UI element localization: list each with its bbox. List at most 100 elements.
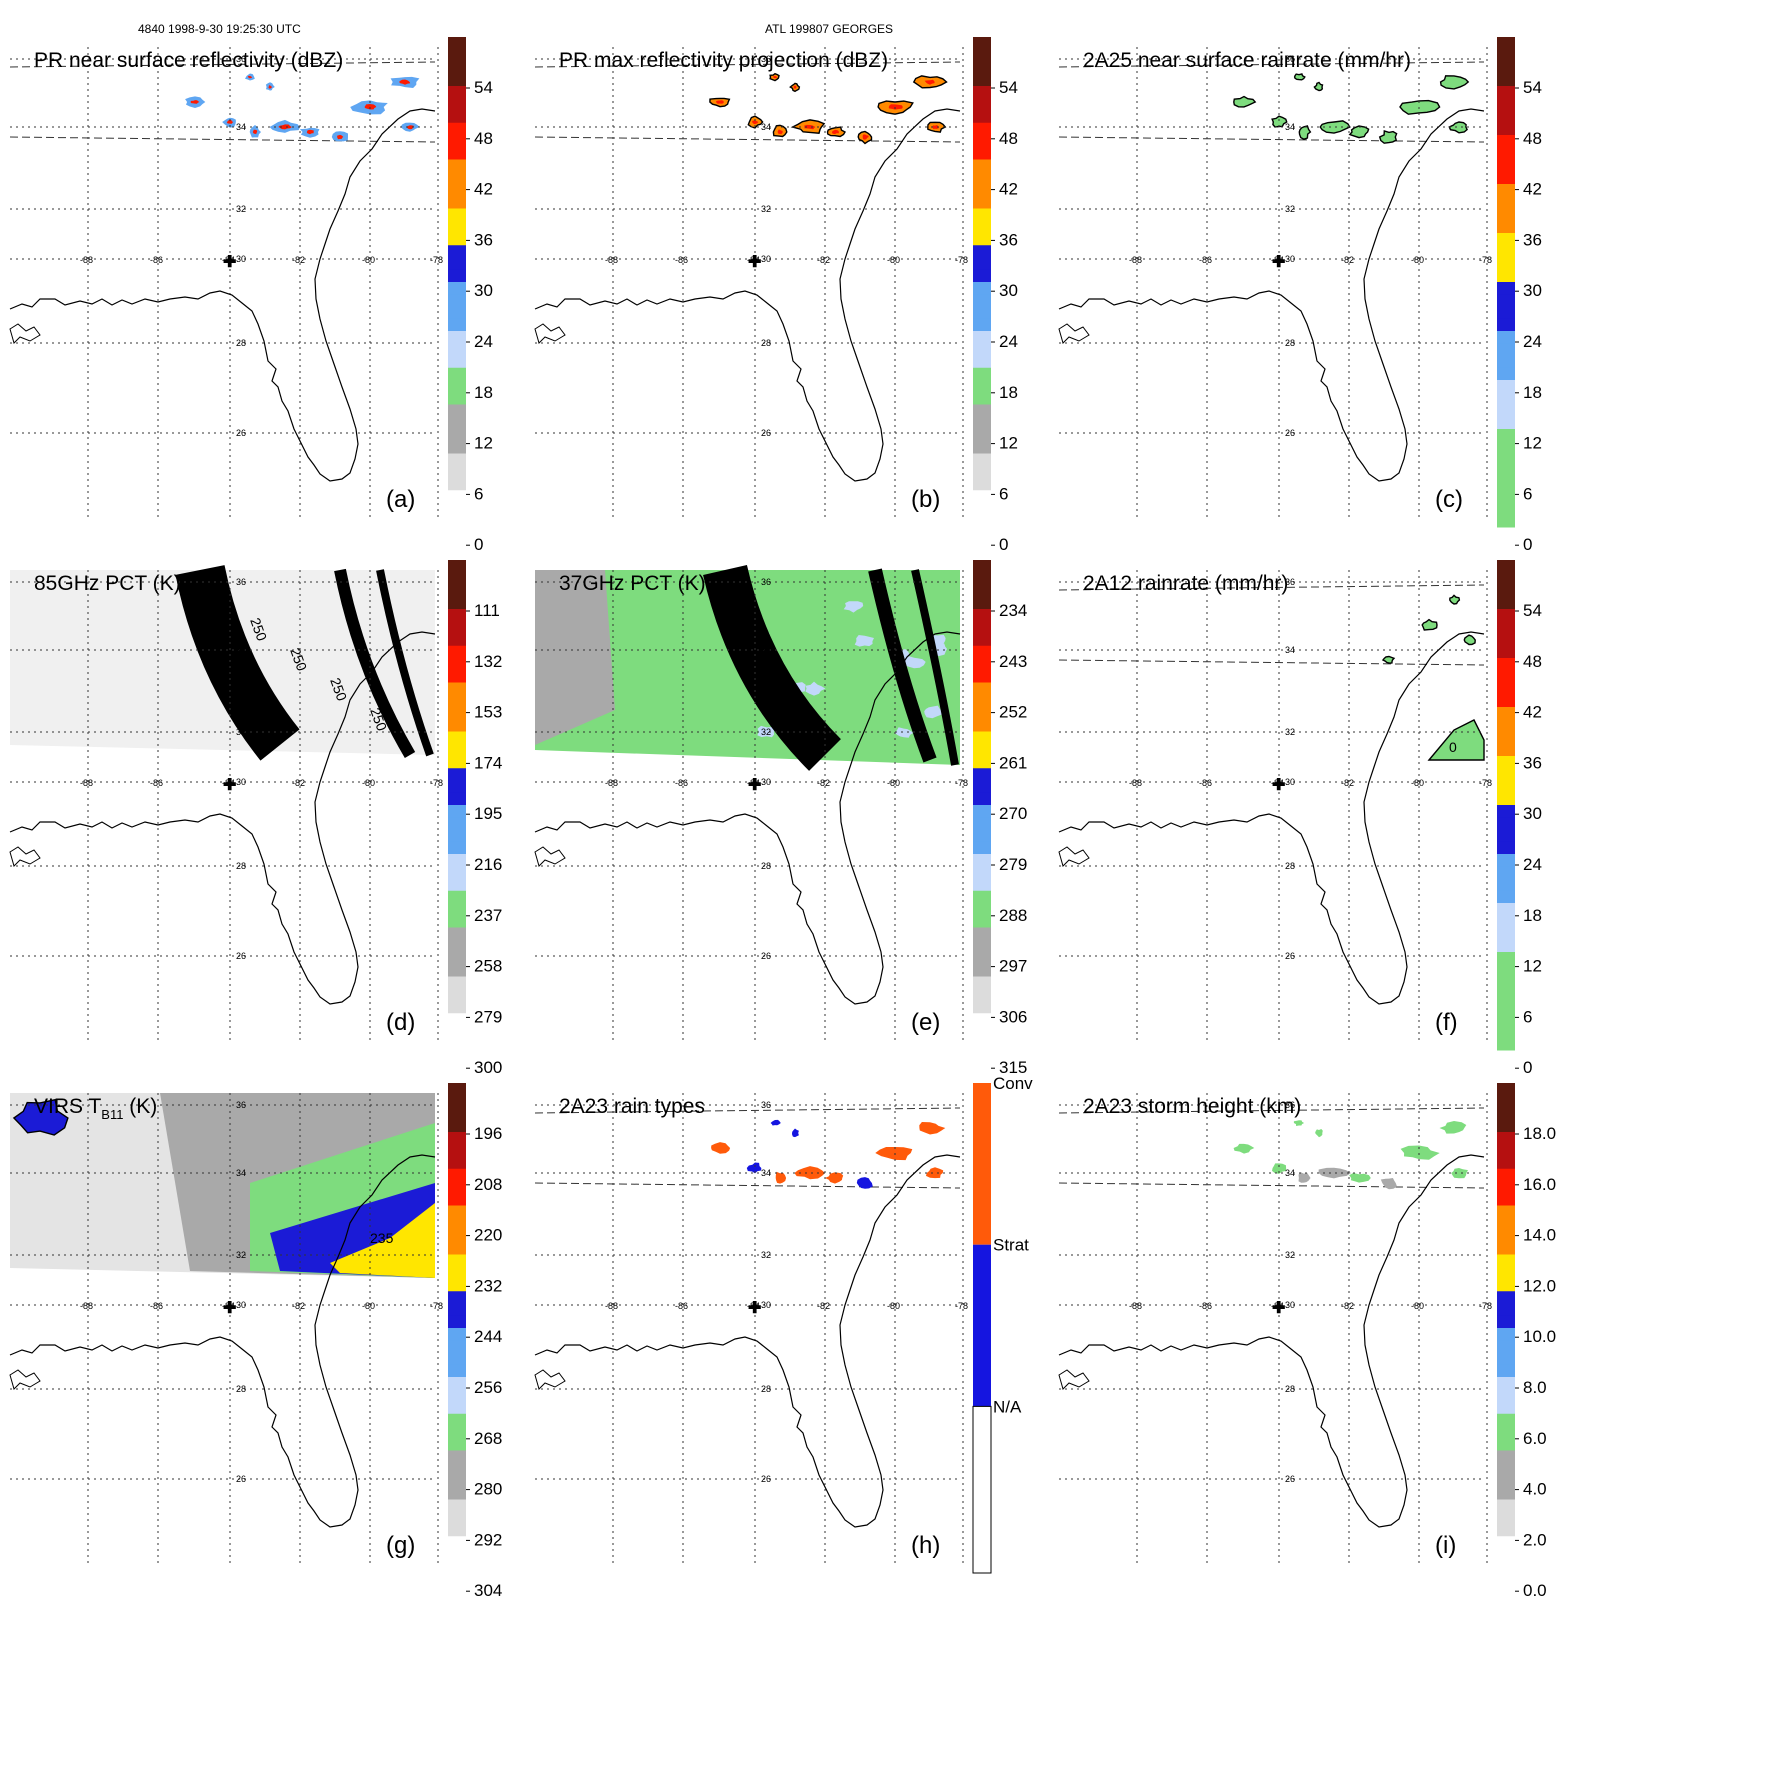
- colorbar-tick: 6: [1523, 1007, 1532, 1026]
- lat-label: 28: [236, 861, 246, 871]
- contour-label: 250: [367, 706, 390, 734]
- colorbar-cell: [973, 694, 991, 708]
- colorbar-cell: [448, 1511, 466, 1525]
- colorbar-cell: [448, 768, 466, 781]
- lon-label: -82: [292, 1301, 305, 1311]
- colorbar-cell: [448, 952, 466, 965]
- city-marker-icon: ✚: [223, 1300, 236, 1317]
- storm-core: [306, 129, 315, 135]
- colorbar-tick: 36: [1523, 230, 1542, 249]
- colorbar-tick: 48: [1523, 652, 1542, 671]
- lat-label: 30: [1285, 254, 1295, 264]
- colorbar-tick: 256: [474, 1378, 502, 1397]
- storm-core: [931, 125, 939, 129]
- coastline: [9, 108, 436, 482]
- colorbar-cell: [973, 233, 991, 246]
- colorbar-cell: [1497, 841, 1515, 855]
- panel-title: PR near surface reflectivity (dBZ): [34, 49, 343, 72]
- colorbar-cell: [1497, 1132, 1515, 1145]
- lon-label: -80: [362, 778, 375, 788]
- colorbar-tick: 174: [474, 753, 502, 772]
- colorbar-cell: [1497, 61, 1515, 75]
- lat-label: 26: [1285, 951, 1295, 961]
- colorbar-cell: [448, 1095, 466, 1108]
- lat-label: 32: [1285, 1250, 1295, 1260]
- swath-arc: [911, 569, 959, 766]
- colorbar-tick: 24: [474, 332, 493, 351]
- colorbar-cell: [448, 184, 466, 197]
- colorbar-cell: [1497, 792, 1515, 806]
- lon-label: -78: [1479, 1301, 1492, 1311]
- storm-core: [777, 129, 783, 135]
- colorbar-tick: Strat: [993, 1236, 1029, 1255]
- colorbar-cell: [1497, 1181, 1515, 1194]
- panel-label: (e): [911, 1009, 940, 1036]
- colorbar-cell: [448, 355, 466, 369]
- colorbar-cell: [448, 1217, 466, 1231]
- swath-edge: [1058, 584, 1485, 591]
- lon-label: -78: [1479, 255, 1492, 265]
- colorbar-cell: [1497, 1315, 1515, 1329]
- storm-cell: [1315, 1129, 1323, 1138]
- colorbar-cell: [1497, 1266, 1515, 1280]
- colorbar-cell: [448, 453, 466, 467]
- colorbar-cell: [973, 1025, 991, 1039]
- lon-label: -84: [1271, 255, 1284, 265]
- colorbar-cell: [1497, 1450, 1515, 1464]
- coastline: [534, 631, 961, 1005]
- colorbar-cell: [448, 135, 466, 148]
- panel-title: 2A23 storm height (km): [1083, 1095, 1301, 1118]
- data-layer: 235: [10, 1093, 435, 1278]
- colorbar-cell: [1497, 98, 1515, 111]
- colorbar-tick: 0: [999, 535, 1008, 554]
- colorbar-tick: 0.0: [1523, 1581, 1547, 1600]
- colorbar-cell: [1497, 37, 1515, 50]
- colorbar-cell: [1497, 584, 1515, 598]
- coastline-detail: [9, 846, 41, 867]
- colorbar-tick: 195: [474, 804, 502, 823]
- colorbar-cell: [1497, 196, 1515, 209]
- lat-label: 36: [1285, 1100, 1295, 1110]
- colorbar-cell: [973, 572, 991, 585]
- panel-title: 85GHz PCT (K): [34, 572, 181, 595]
- colorbar-cell: [973, 429, 991, 442]
- storm-core: [831, 129, 839, 135]
- colorbar-cell: [973, 159, 991, 173]
- lat-label: 36: [236, 1100, 246, 1110]
- colorbar-cell: [448, 1303, 466, 1317]
- storm-cell: [825, 1172, 844, 1184]
- colorbar-cell: [973, 73, 991, 87]
- colorbar-cell: [973, 135, 991, 148]
- colorbar-cell: [973, 171, 991, 185]
- colorbar-cell: [448, 645, 466, 659]
- colorbar-cell: [973, 756, 991, 769]
- storm-core: [793, 85, 797, 89]
- colorbar-cell: [1497, 1487, 1515, 1500]
- colorbar-cell: [1497, 915, 1515, 928]
- colorbar-cell: [448, 1181, 466, 1194]
- colorbar: 54 48 42 36 30 24 18 12 6 0: [448, 37, 493, 554]
- colorbar-cell: [448, 560, 466, 573]
- colorbar-cell: [1497, 1144, 1515, 1157]
- colorbar-cell: [973, 49, 991, 62]
- colorbar-cell: [448, 1083, 466, 1096]
- rain-cell: [1449, 594, 1461, 605]
- colorbar-tick: 261: [999, 753, 1027, 772]
- colorbar-cell: [973, 670, 991, 683]
- colorbar-cell: [973, 743, 991, 757]
- colorbar-cell: [973, 1001, 991, 1014]
- colorbar-cell: [1497, 658, 1515, 671]
- storm-cell: [1380, 1178, 1397, 1190]
- colorbar-tick: 244: [474, 1327, 502, 1346]
- swath-edge: [1058, 136, 1485, 143]
- colorbar-cell: [448, 208, 466, 222]
- colorbar-cell: [1497, 1438, 1515, 1451]
- colorbar-cell: [448, 780, 466, 794]
- colorbar-cell: [1497, 233, 1515, 246]
- colorbar-cell: [973, 768, 991, 781]
- colorbar-cell: [1497, 1536, 1515, 1549]
- swath-edge: [534, 136, 961, 143]
- colorbar-cell: [973, 682, 991, 696]
- colorbar-cell: [448, 380, 466, 393]
- colorbar-tick: 220: [474, 1226, 502, 1245]
